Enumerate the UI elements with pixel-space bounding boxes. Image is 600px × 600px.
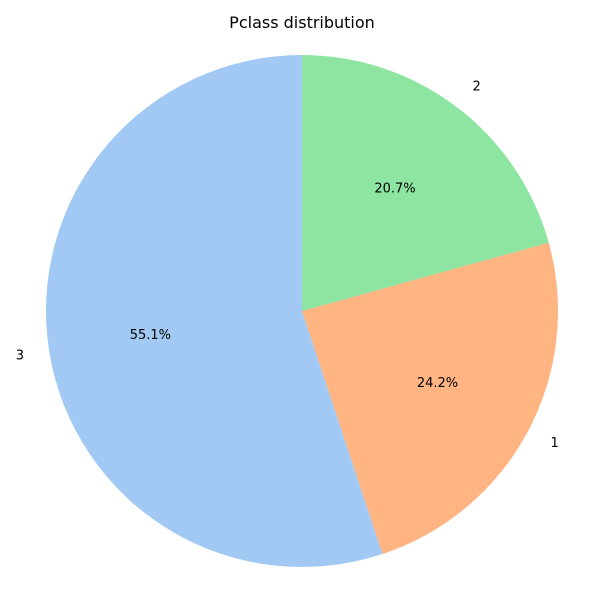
slice-label-2: 2 bbox=[472, 79, 480, 94]
slice-label-1: 1 bbox=[550, 436, 558, 451]
pie-slices bbox=[46, 55, 558, 568]
pie-slice-1 bbox=[302, 242, 558, 554]
pie-slice-2 bbox=[302, 55, 549, 311]
pie-labels: 3 55.1% 1 24.2% 2 20.7% bbox=[16, 79, 559, 451]
slice-percent-3: 55.1% bbox=[130, 328, 171, 343]
chart-title: Pclass distribution bbox=[229, 13, 375, 32]
slice-percent-2: 20.7% bbox=[374, 181, 415, 196]
slice-label-3: 3 bbox=[16, 348, 24, 363]
pie-slice-3 bbox=[46, 55, 383, 568]
slice-percent-1: 24.2% bbox=[417, 376, 458, 391]
